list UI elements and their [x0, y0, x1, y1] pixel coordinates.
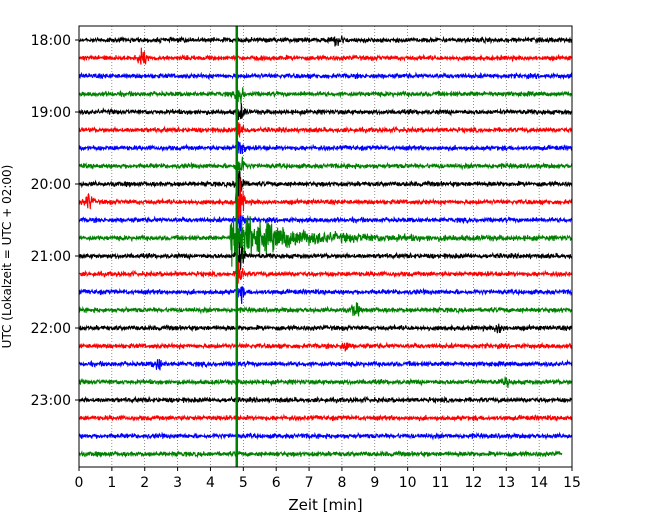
- plot-frame: [78, 25, 573, 468]
- x-tick-label: 14: [530, 475, 548, 491]
- x-tick-label: 2: [140, 475, 149, 491]
- x-tick-label: 6: [272, 475, 281, 491]
- trace-2045: [78, 215, 573, 267]
- trace-2230: [78, 358, 573, 371]
- trace-1845: [78, 87, 573, 105]
- trace-1800: [78, 35, 573, 47]
- y-axis-ticks: 18:00 19:00 20:00 21:00 22:00 23:00: [31, 33, 79, 409]
- trace-1830: [78, 71, 573, 81]
- trace-2315: [78, 413, 573, 423]
- trace-2030: [78, 215, 573, 237]
- trace-1915: [78, 122, 573, 139]
- trace-2145: [78, 302, 573, 317]
- trace-2345: [78, 449, 563, 459]
- trace-1945: [78, 156, 573, 178]
- trace-1815: [78, 47, 573, 65]
- trace-1930: [78, 140, 573, 155]
- trace-2300: [78, 395, 573, 405]
- trace-2245: [78, 376, 573, 388]
- trace-2015: [78, 178, 573, 222]
- trace-1900: [78, 103, 573, 121]
- x-tick-label: 11: [432, 475, 450, 491]
- y-tick-label: 23:00: [31, 393, 71, 409]
- trace-2100: [78, 242, 573, 270]
- trace-2215: [78, 341, 573, 352]
- x-tick-label: 8: [337, 475, 346, 491]
- x-tick-label: 12: [464, 475, 482, 491]
- trace-2330: [78, 431, 573, 441]
- x-tick-label: 10: [399, 475, 417, 491]
- trace-2130: [78, 286, 573, 304]
- x-tick-label: 13: [497, 475, 515, 491]
- y-tick-label: 21:00: [31, 249, 71, 265]
- x-tick-label: 5: [239, 475, 248, 491]
- trace-2115: [78, 262, 573, 284]
- x-tick-label: 1: [107, 475, 116, 491]
- y-axis-label: UTC (Lokalzeit = UTC + 02:00): [0, 165, 14, 349]
- trace-2000: [78, 170, 573, 197]
- x-tick-label: 9: [370, 475, 379, 491]
- trace-2200: [78, 323, 573, 334]
- y-tick-label: 19:00: [31, 105, 71, 121]
- y-tick-label: 20:00: [31, 177, 71, 193]
- x-axis-label: Zeit [min]: [288, 496, 362, 514]
- traces: [78, 35, 573, 459]
- x-tick-label: 3: [173, 475, 182, 491]
- x-tick-label: 4: [206, 475, 215, 491]
- x-tick-label: 15: [563, 475, 581, 491]
- x-tick-label: 0: [75, 475, 84, 491]
- x-tick-label: 7: [305, 475, 314, 491]
- x-axis-ticks: 0 1 2 3 4 5 6 7 8 9 10 11 12 13 14 15: [75, 467, 581, 491]
- y-tick-label: 18:00: [31, 33, 71, 49]
- y-tick-label: 22:00: [31, 321, 71, 337]
